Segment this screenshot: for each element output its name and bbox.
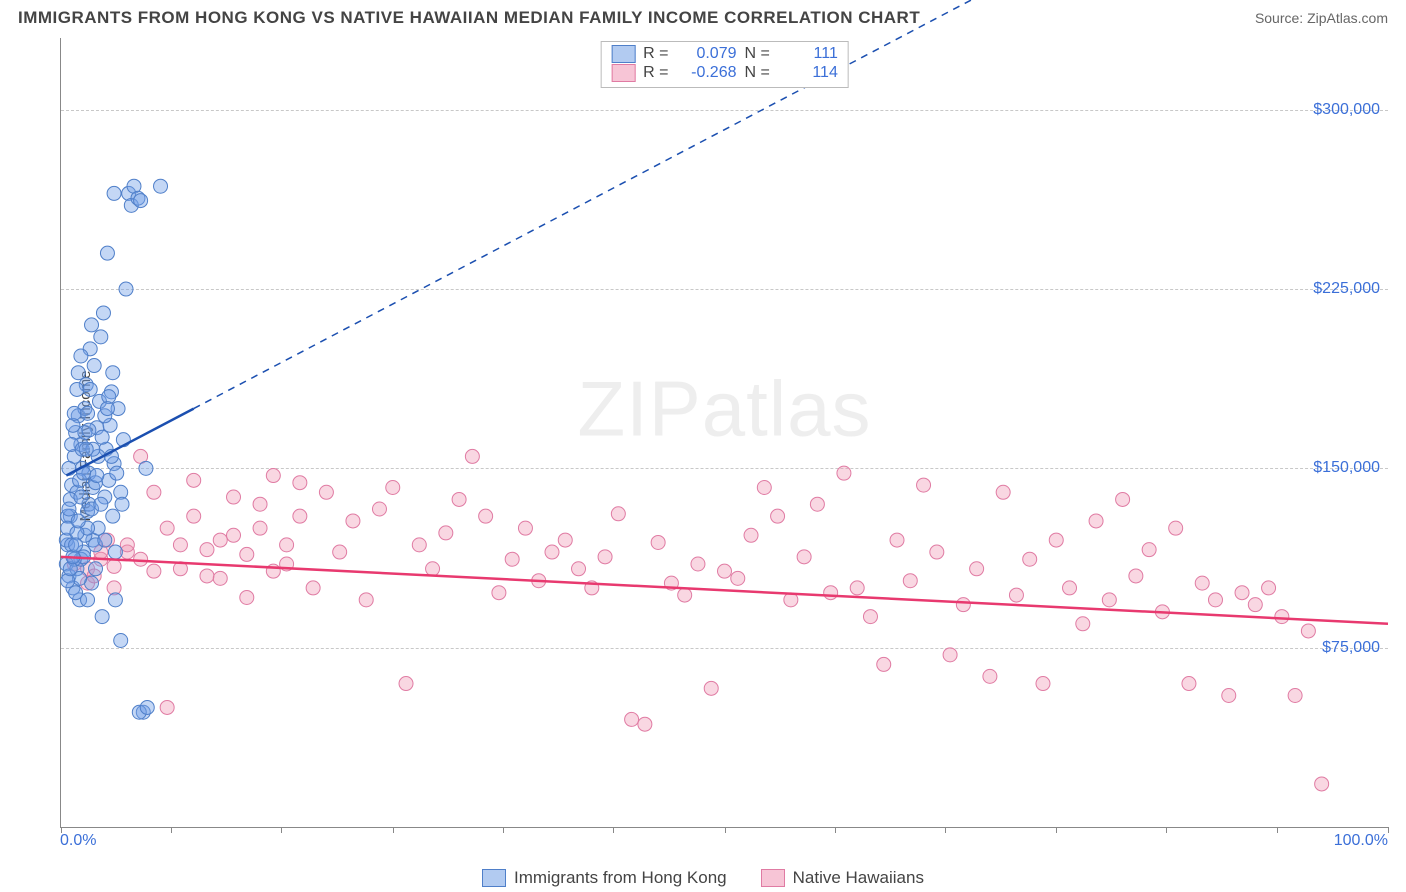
x-max-label: 100.0% (1334, 832, 1388, 850)
x-axis-labels: 0.0% 100.0% (60, 832, 1388, 854)
legend-label: Native Hawaiians (793, 868, 924, 888)
x-min-label: 0.0% (60, 832, 96, 850)
legend-label: Immigrants from Hong Kong (514, 868, 727, 888)
stat-r-value: 0.079 (677, 45, 737, 63)
stat-label-n: N = (745, 64, 770, 82)
source-label: Source: ZipAtlas.com (1255, 10, 1388, 26)
legend-swatch-blue (482, 869, 506, 887)
stat-r-value: -0.268 (677, 64, 737, 82)
stat-n-value: 111 (778, 45, 838, 63)
stat-row: R = 0.079 N = 111 (611, 45, 838, 63)
chart-title: IMMIGRANTS FROM HONG KONG VS NATIVE HAWA… (18, 8, 920, 28)
stat-n-value: 114 (778, 64, 838, 82)
series-swatch-pink (611, 64, 635, 82)
stat-label-n: N = (745, 45, 770, 63)
chart-container: Median Family Income ZIPatlas R = 0.079 … (18, 38, 1388, 854)
plot-area: ZIPatlas R = 0.079 N = 111 R = -0.268 N … (60, 38, 1388, 828)
stat-label-r: R = (643, 64, 668, 82)
legend: Immigrants from Hong Kong Native Hawaiia… (0, 868, 1406, 888)
plot-svg (61, 38, 1388, 827)
statistics-legend: R = 0.079 N = 111 R = -0.268 N = 114 (600, 41, 849, 88)
legend-item: Native Hawaiians (761, 868, 924, 888)
series-swatch-blue (611, 45, 635, 63)
stat-row: R = -0.268 N = 114 (611, 64, 838, 82)
legend-swatch-pink (761, 869, 785, 887)
stat-label-r: R = (643, 45, 668, 63)
legend-item: Immigrants from Hong Kong (482, 868, 727, 888)
